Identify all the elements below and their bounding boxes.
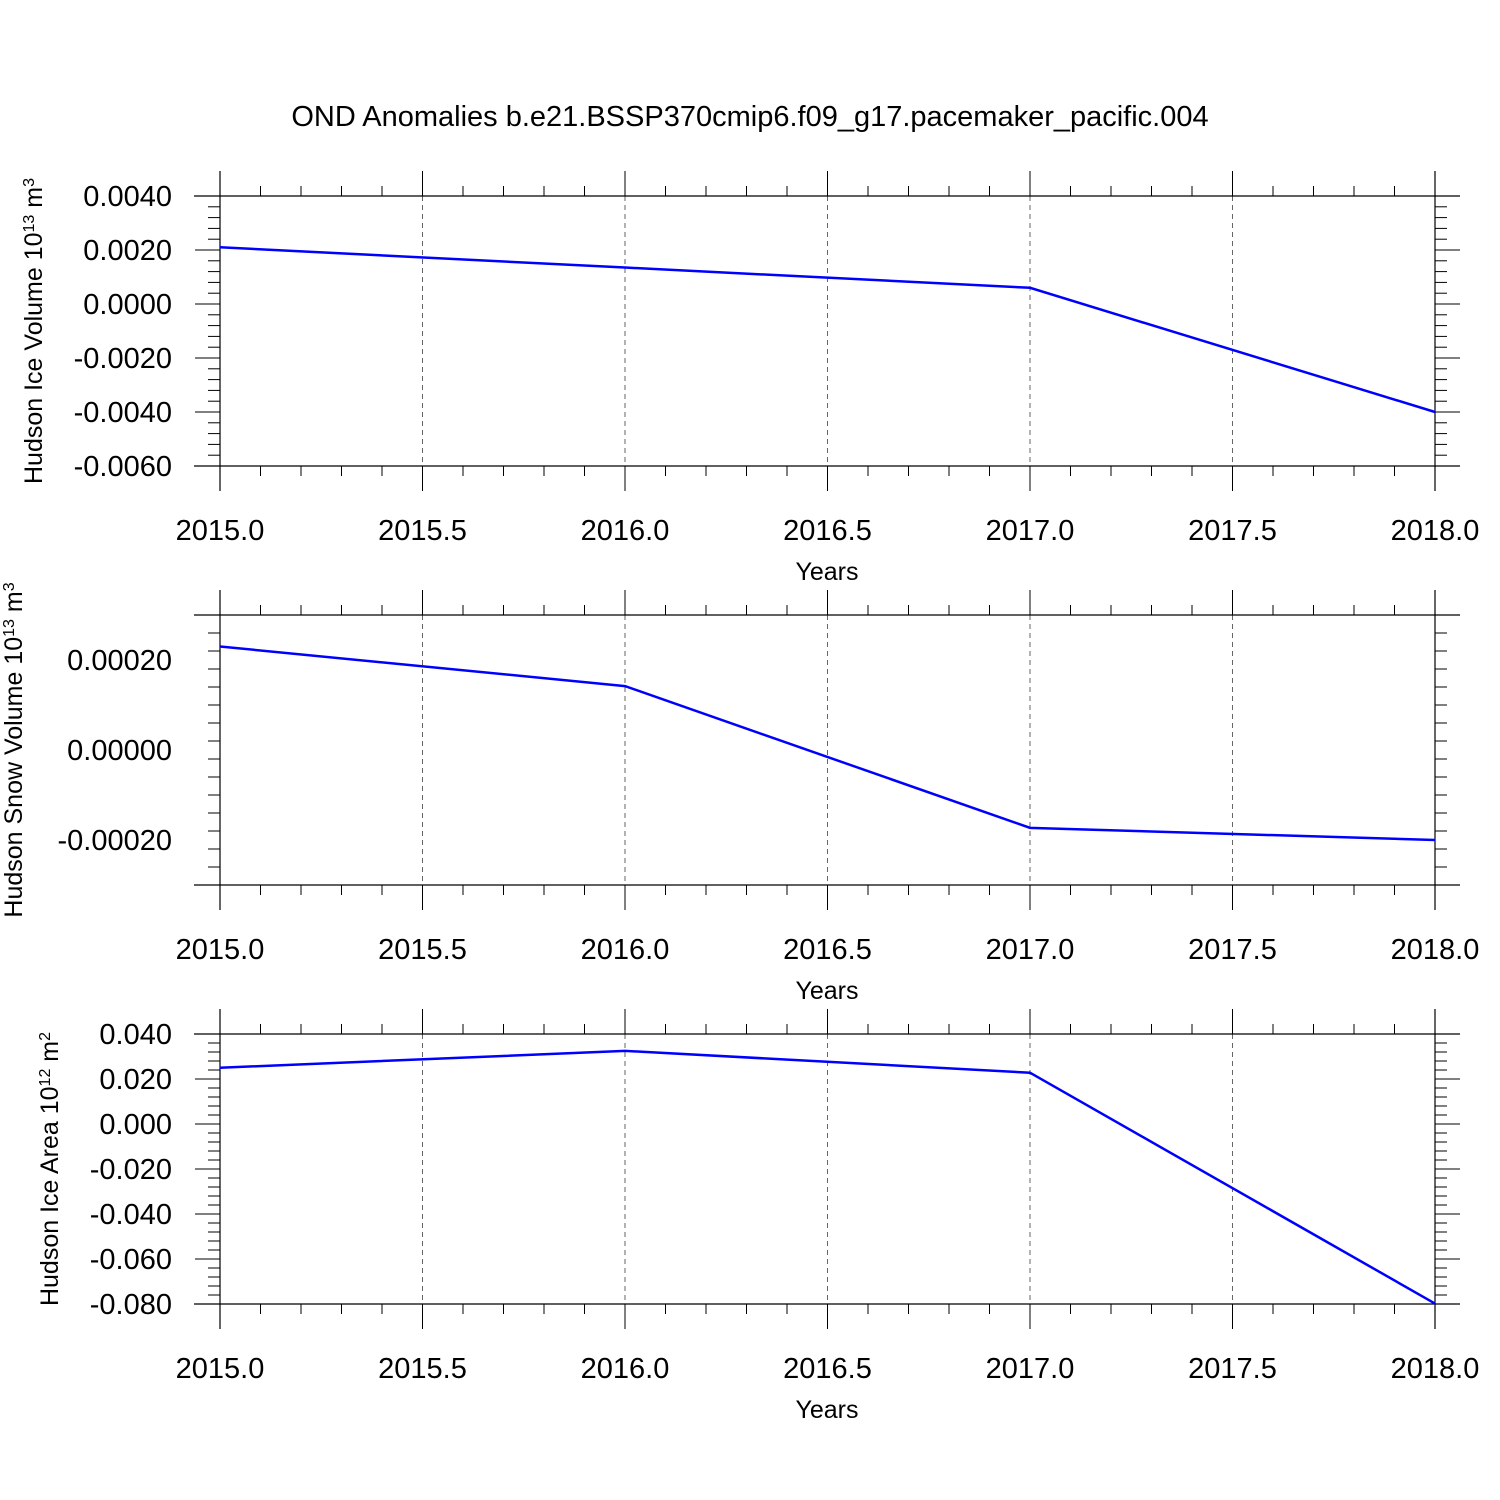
x-tick-label: 2017.0 <box>986 515 1075 547</box>
y-axis-label: Hudson Ice Area 1012 m2 <box>36 1032 64 1306</box>
y-label-unit-exponent: 3 <box>21 178 38 187</box>
x-tick-label: 2017.5 <box>1188 1353 1277 1385</box>
x-tick-label: 2016.0 <box>581 515 670 547</box>
y-label-exponent: 13 <box>21 215 38 233</box>
chart-panel-2: 2015.0 2015.5 2016.0 2016.5 2017.0 2017.5 2018… <box>0 582 1479 1005</box>
data-line <box>219 246 1436 414</box>
x-axis-label: Years <box>795 977 858 1005</box>
y-label-text: Hudson Ice Area 10 <box>36 1086 64 1306</box>
y-tick-label: 0.000 <box>99 1109 172 1141</box>
x-tick-label: 2015.0 <box>176 515 265 547</box>
x-tick-label: 2016.5 <box>783 1353 872 1385</box>
panels: 2015.0 2015.5 2016.0 2016.5 2017.0 2017.5 2018… <box>0 171 1479 1424</box>
x-tick-label: 2017.5 <box>1188 515 1277 547</box>
figure-title: OND Anomalies b.e21.BSSP370cmip6.f09_g17… <box>291 101 1208 133</box>
x-tick-label: 2016.5 <box>783 515 872 547</box>
data-line <box>219 645 1436 842</box>
x-tick-label: 2017.5 <box>1188 934 1277 966</box>
chart-panel-1: 2015.0 2015.5 2016.0 2016.5 2017.0 2017.5 2018… <box>20 171 1479 586</box>
data-line <box>219 1049 1436 1305</box>
y-label-unit: m <box>20 187 48 215</box>
x-tick-label: 2017.0 <box>986 934 1075 966</box>
x-axis-label: Years <box>795 1396 858 1424</box>
y-tick-label: 0.0020 <box>83 235 172 267</box>
y-tick-label: -0.060 <box>90 1244 172 1276</box>
x-tick-label: 2017.0 <box>986 1353 1075 1385</box>
y-tick-label: 0.0040 <box>83 181 172 213</box>
y-tick-label: -0.0060 <box>74 451 172 483</box>
y-label-text: Hudson Ice Volume 10 <box>20 232 48 484</box>
y-tick-label: 0.040 <box>99 1019 172 1051</box>
y-label-unit-exponent: 3 <box>1 582 18 591</box>
x-tick-label: 2016.5 <box>783 934 872 966</box>
y-axis-label: Hudson Snow Volume 1013 m3 <box>0 582 28 917</box>
y-tick-label: -0.020 <box>90 1154 172 1186</box>
x-tick-label: 2016.0 <box>581 1353 670 1385</box>
x-tick-label: 2015.0 <box>176 934 265 966</box>
y-label-text: Hudson Snow Volume 10 <box>0 637 28 918</box>
y-tick-label: -0.080 <box>90 1289 172 1321</box>
y-tick-label: -0.0020 <box>74 343 172 375</box>
x-tick-label: 2015.5 <box>378 934 467 966</box>
x-tick-label: 2018.0 <box>1391 1353 1480 1385</box>
x-tick-label: 2016.0 <box>581 934 670 966</box>
x-tick-label: 2015.0 <box>176 1353 265 1385</box>
y-axis-label: Hudson Ice Volume 1013 m3 <box>20 178 48 484</box>
y-tick-label: -0.00020 <box>58 825 173 857</box>
y-tick-label: 0.0000 <box>83 289 172 321</box>
x-tick-label: 2015.5 <box>378 515 467 547</box>
x-tick-label: 2018.0 <box>1391 515 1480 547</box>
y-label-unit: m <box>36 1041 64 1069</box>
y-tick-label: 0.020 <box>99 1064 172 1096</box>
y-tick-label: -0.040 <box>90 1199 172 1231</box>
y-label-unit-exponent: 2 <box>37 1032 54 1041</box>
y-tick-label: -0.0040 <box>74 397 172 429</box>
y-tick-label: 0.00000 <box>67 735 172 767</box>
x-tick-label: 2018.0 <box>1391 934 1480 966</box>
x-axis-label: Years <box>795 558 858 586</box>
y-label-exponent: 13 <box>1 619 18 637</box>
y-tick-label: 0.00020 <box>67 645 172 677</box>
x-tick-label: 2015.5 <box>378 1353 467 1385</box>
y-label-exponent: 12 <box>37 1069 54 1087</box>
y-label-unit: m <box>0 591 28 619</box>
chart-panel-3: 2015.0 2015.5 2016.0 2016.5 2017.0 2017.5 2018… <box>36 1009 1479 1424</box>
